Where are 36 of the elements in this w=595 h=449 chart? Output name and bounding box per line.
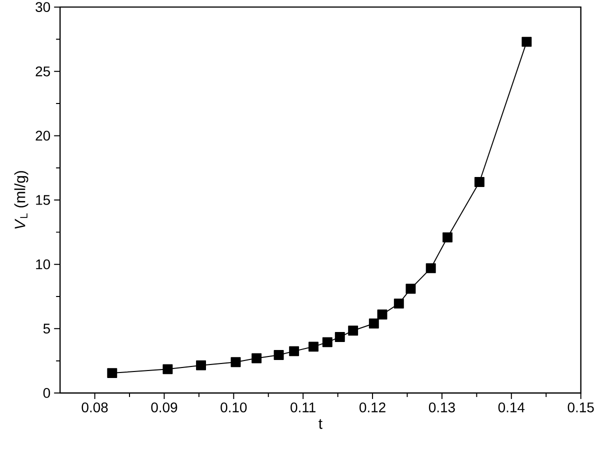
x-tick-label: 0.14: [498, 402, 525, 412]
y-tick-label: 5: [43, 324, 50, 334]
point: [406, 284, 416, 294]
point: [196, 360, 206, 370]
x-tick-label: 0.11: [290, 402, 316, 412]
point: [107, 368, 118, 378]
y-axis-title: V$_{L}$ (ml/g): [14, 171, 28, 229]
point: [442, 232, 452, 242]
x-tick-label: 0.12: [360, 402, 386, 412]
x-tick-label: 0.10: [220, 402, 247, 412]
point: [394, 298, 404, 309]
y-tick-label: 20: [36, 130, 50, 141]
y-tick-label: 25: [36, 66, 50, 76]
x-tick-label: 0.08: [82, 402, 108, 412]
y-tick-label: 0: [43, 388, 50, 398]
x-tick-label: 0.15: [568, 402, 594, 412]
point: [426, 263, 436, 274]
point: [230, 357, 241, 368]
x-tick-label: 0.09: [151, 402, 178, 412]
point: [274, 350, 284, 360]
point: [522, 36, 532, 47]
point: [334, 332, 345, 342]
point: [289, 346, 300, 356]
y-tick-label: 10: [36, 259, 50, 270]
point: [322, 337, 332, 348]
point: [162, 364, 173, 374]
point: [368, 318, 379, 328]
point: [474, 177, 484, 187]
point: [348, 326, 358, 336]
point: [252, 353, 262, 364]
y-tick-label: 15: [36, 195, 50, 205]
x-tick-label: 0.13: [428, 402, 455, 412]
point: [308, 342, 318, 352]
y-tick-label: 30: [36, 2, 50, 12]
x-axis-title: t: [318, 419, 322, 429]
point: [377, 310, 388, 320]
